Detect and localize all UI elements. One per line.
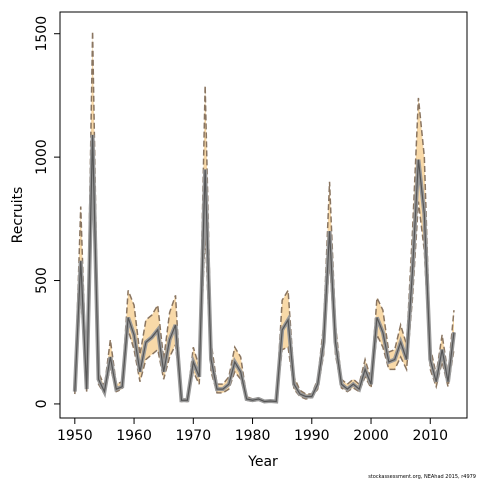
- x-tick-label: 1950: [57, 428, 93, 444]
- series-line: [74, 134, 455, 403]
- x-tick-label: 1970: [175, 428, 211, 444]
- x-tick-label: 1980: [235, 428, 271, 444]
- footnote: stockassessment.org, NEAhad 2015, r4979: [368, 474, 476, 480]
- y-tick-label: 1000: [34, 139, 50, 175]
- y-tick-label: 500: [34, 267, 50, 294]
- band-upper: [74, 31, 455, 402]
- x-tick-label: 1990: [294, 428, 330, 444]
- y-tick-label: 1500: [34, 16, 50, 52]
- plot-frame: [59, 11, 468, 419]
- band-lower: [74, 181, 455, 403]
- y-tick-label: 0: [34, 399, 50, 408]
- x-axis-label: Year: [247, 454, 278, 470]
- x-tick-label: 2010: [412, 428, 448, 444]
- y-axis-label: Recruits: [10, 187, 26, 244]
- x-tick-label: 1960: [116, 428, 152, 444]
- confidence-band: [74, 31, 454, 402]
- x-tick-label: 2000: [353, 428, 389, 444]
